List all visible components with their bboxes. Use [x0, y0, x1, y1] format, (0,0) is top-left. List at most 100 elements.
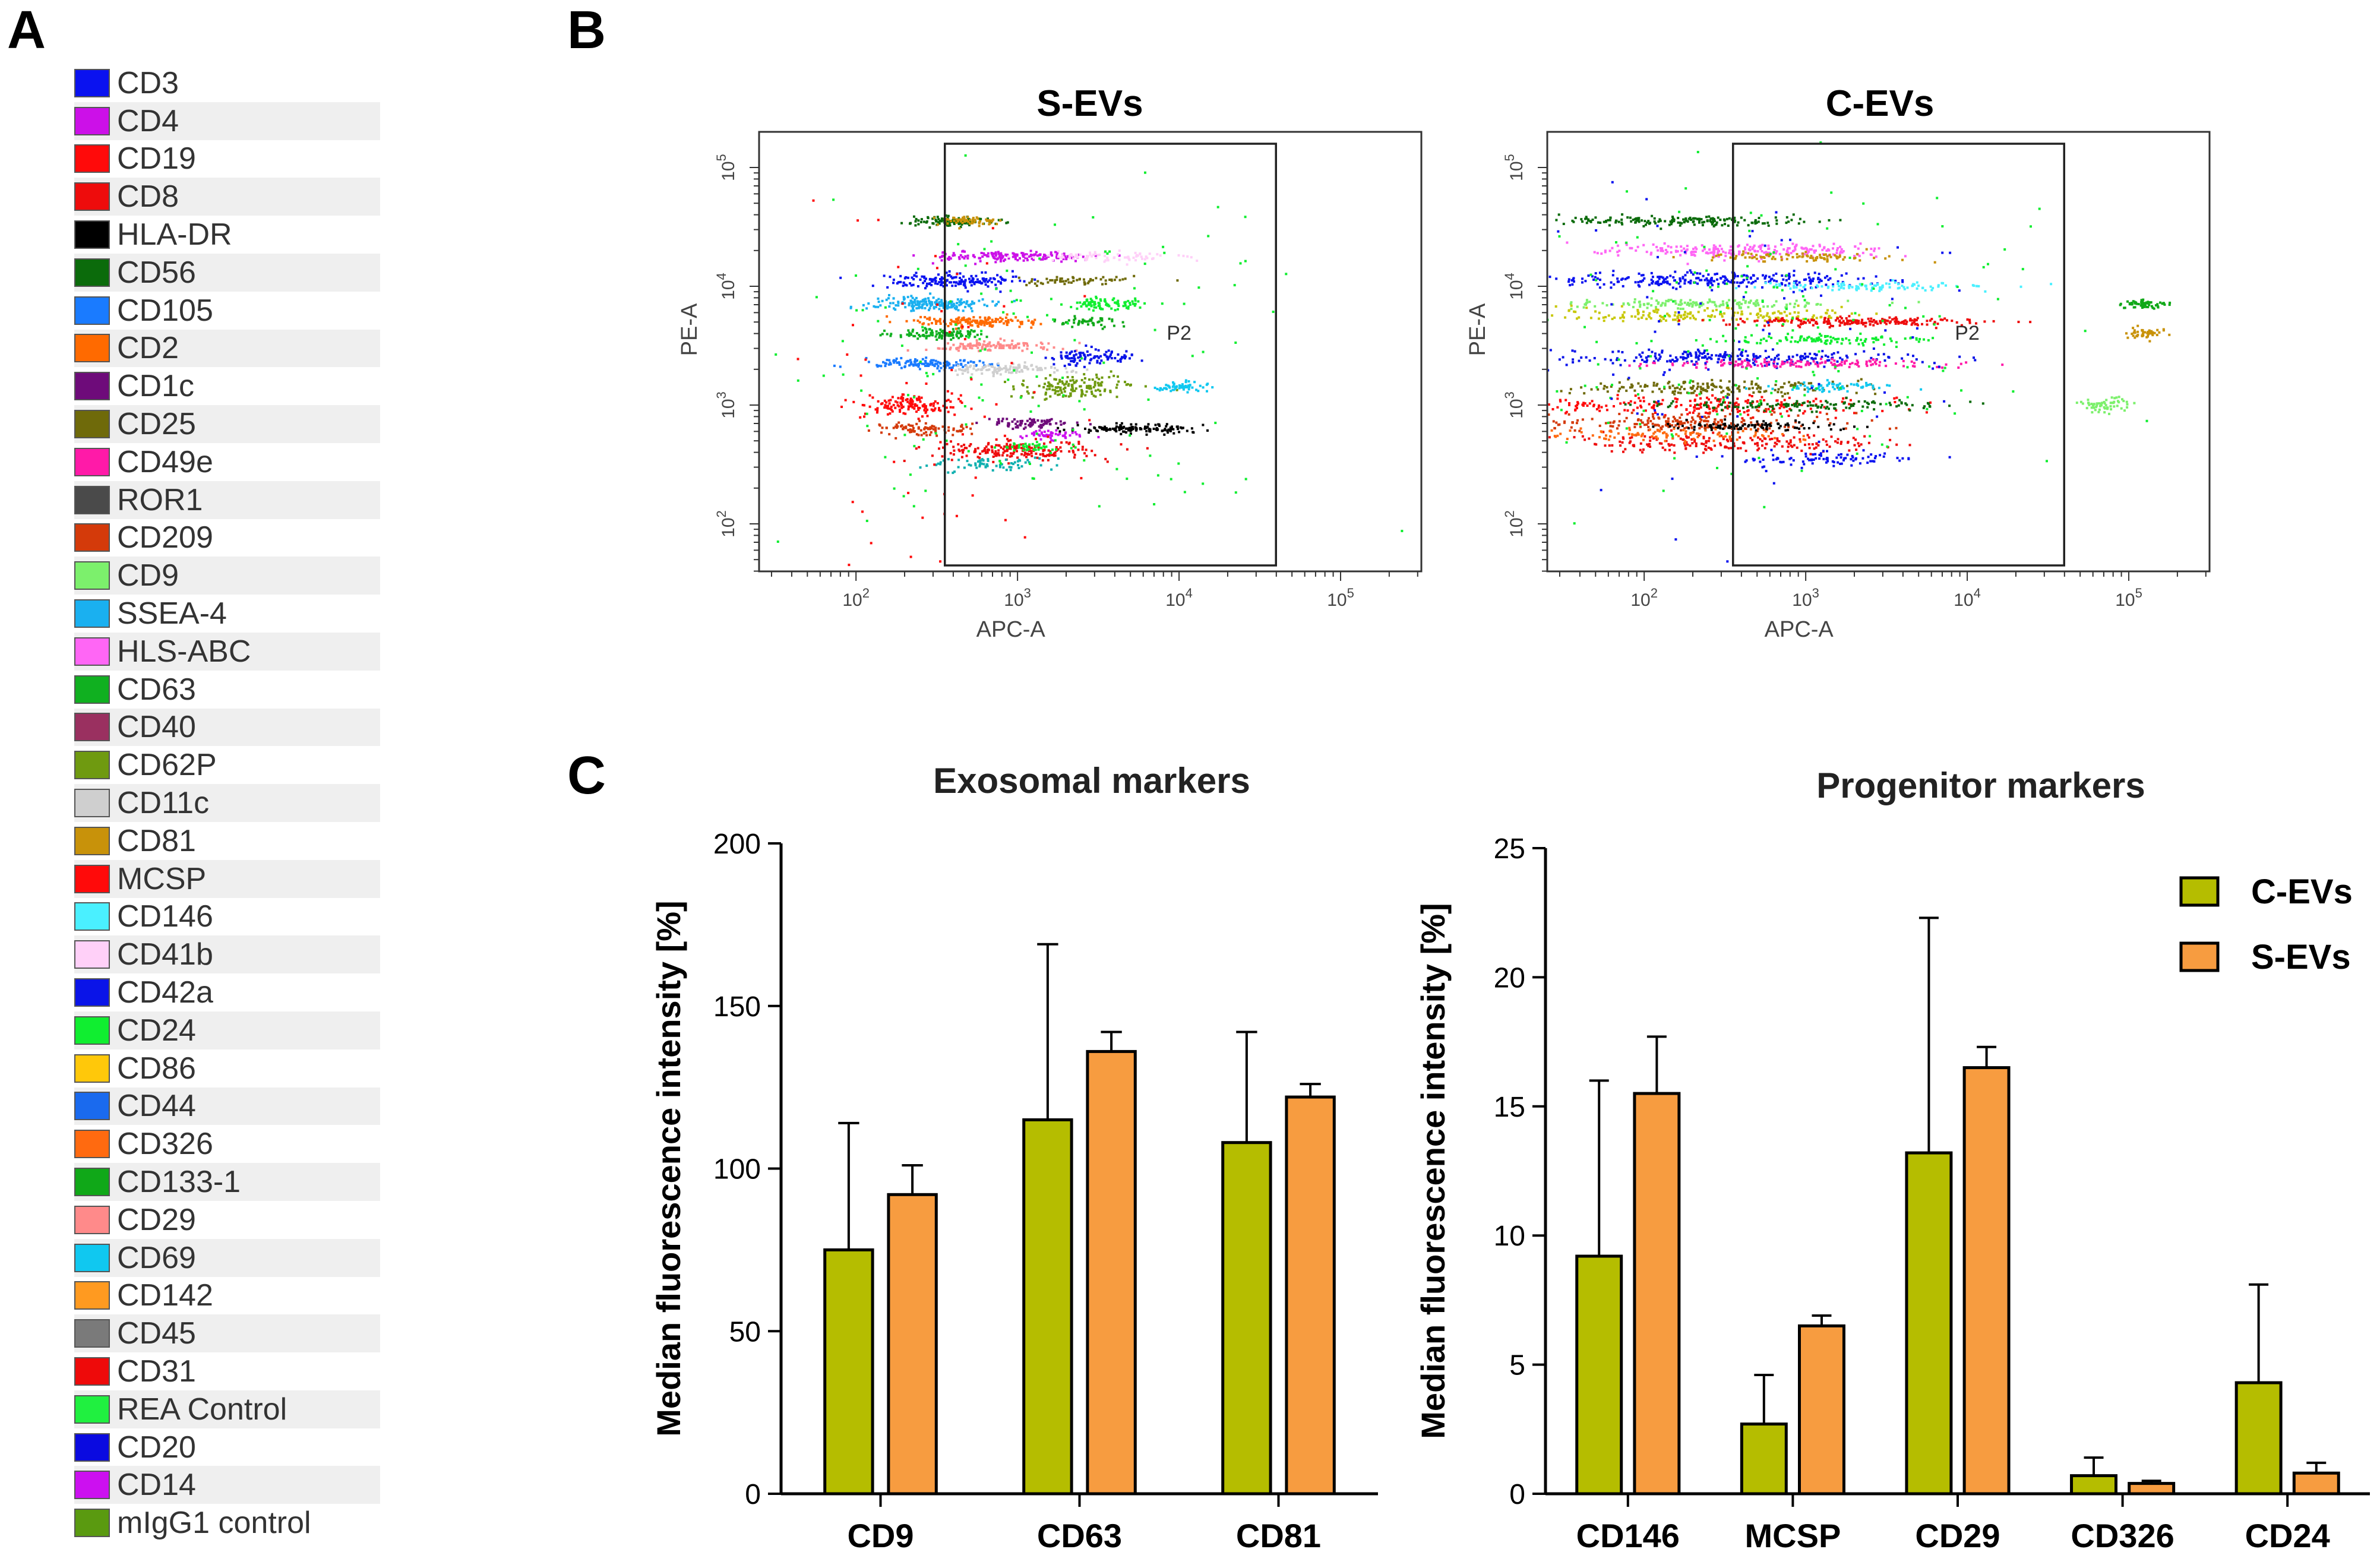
event-dot [1756, 312, 1759, 315]
event-dot [936, 367, 939, 370]
event-dot [1633, 298, 1636, 301]
event-dot [1115, 302, 1118, 305]
event-dot [1009, 452, 1012, 455]
event-dot [1706, 279, 1709, 282]
event-dot [930, 329, 933, 332]
event-dot [1046, 454, 1049, 457]
event-dot [1770, 358, 1773, 361]
event-dot [1069, 392, 1072, 395]
event-dot [1140, 359, 1143, 362]
event-dot [1800, 358, 1803, 361]
event-dot [1191, 431, 1194, 434]
event-dot [1787, 254, 1790, 257]
event-dot [1873, 337, 1876, 340]
event-dot [1191, 355, 1194, 358]
event-dot [1074, 350, 1076, 353]
legend-row: CD209 [74, 519, 380, 557]
event-dot [1060, 391, 1063, 394]
event-dot [1073, 321, 1076, 324]
event-dot [1646, 306, 1649, 309]
event-dot [1749, 245, 1752, 248]
event-dot [931, 217, 934, 220]
event-dot [925, 372, 928, 375]
event-dot [1103, 325, 1106, 328]
event-dot [1793, 282, 1796, 284]
event-dot [1099, 362, 1102, 365]
event-dot [1061, 347, 1064, 350]
event-dot [949, 224, 952, 227]
event-dot [999, 276, 1002, 279]
event-dot [960, 423, 963, 426]
event-dot [1659, 219, 1662, 222]
event-dot [1086, 385, 1089, 388]
legend-row: MCSP [74, 859, 380, 898]
event-dot [939, 441, 942, 444]
event-dot [1659, 318, 1661, 321]
event-dot [900, 424, 903, 427]
event-dot [949, 346, 952, 349]
event-dot [1796, 317, 1799, 320]
event-dot [1092, 253, 1095, 256]
event-dot [1835, 257, 1838, 259]
event-dot [1831, 325, 1834, 327]
event-dot [1161, 429, 1164, 432]
event-dot [1104, 250, 1107, 253]
event-dot [1032, 323, 1035, 326]
event-dot [1026, 385, 1029, 388]
event-dot [1712, 246, 1715, 249]
event-dot [976, 343, 979, 346]
event-dot [1730, 252, 1733, 255]
event-dot [1917, 284, 1920, 287]
event-dot [1848, 284, 1851, 287]
event-dot [911, 424, 914, 427]
event-dot [1076, 256, 1079, 259]
event-dot [902, 495, 905, 498]
event-dot [897, 361, 900, 364]
event-dot [916, 267, 919, 270]
event-dot [1089, 387, 1092, 390]
event-dot [1272, 311, 1275, 313]
event-dot [1745, 274, 1748, 277]
event-dot [898, 363, 901, 366]
event-dot [952, 472, 954, 475]
event-dot [1613, 316, 1616, 319]
event-dot [1709, 251, 1712, 254]
event-dot [1847, 299, 1850, 302]
event-dot [1115, 425, 1118, 428]
event-dot [900, 357, 903, 359]
event-dot [1576, 305, 1579, 308]
event-dot [1819, 333, 1821, 336]
event-dot [1050, 439, 1053, 442]
event-dot [1768, 276, 1771, 279]
event-dot [1072, 390, 1074, 393]
legend-swatch [74, 637, 110, 666]
event-dot [1010, 343, 1013, 346]
event-dot [1054, 318, 1057, 321]
event-dot [1000, 320, 1003, 323]
event-dot [1713, 255, 1716, 258]
event-dot [934, 362, 937, 365]
event-dot [883, 399, 886, 402]
event-dot [946, 363, 949, 366]
event-dot [1785, 319, 1788, 322]
event-dot [1176, 425, 1179, 428]
event-dot [1105, 304, 1108, 306]
event-dot [1904, 255, 1907, 258]
event-dot [1069, 352, 1072, 355]
event-dot [1134, 426, 1137, 429]
event-dot [863, 415, 865, 418]
event-dot [1108, 376, 1111, 379]
event-dot [1578, 359, 1581, 362]
event-dot [967, 361, 970, 364]
event-dot [1854, 353, 1857, 356]
event-dot [1939, 318, 1942, 321]
event-dot [971, 422, 974, 425]
event-dot [1042, 347, 1045, 350]
event-dot [1124, 427, 1127, 430]
legend-row: CD41b [74, 935, 380, 974]
event-dot [915, 433, 918, 436]
event-dot [993, 278, 996, 280]
event-dot [994, 346, 997, 349]
event-dot [1149, 454, 1152, 457]
event-dot [1763, 361, 1766, 363]
